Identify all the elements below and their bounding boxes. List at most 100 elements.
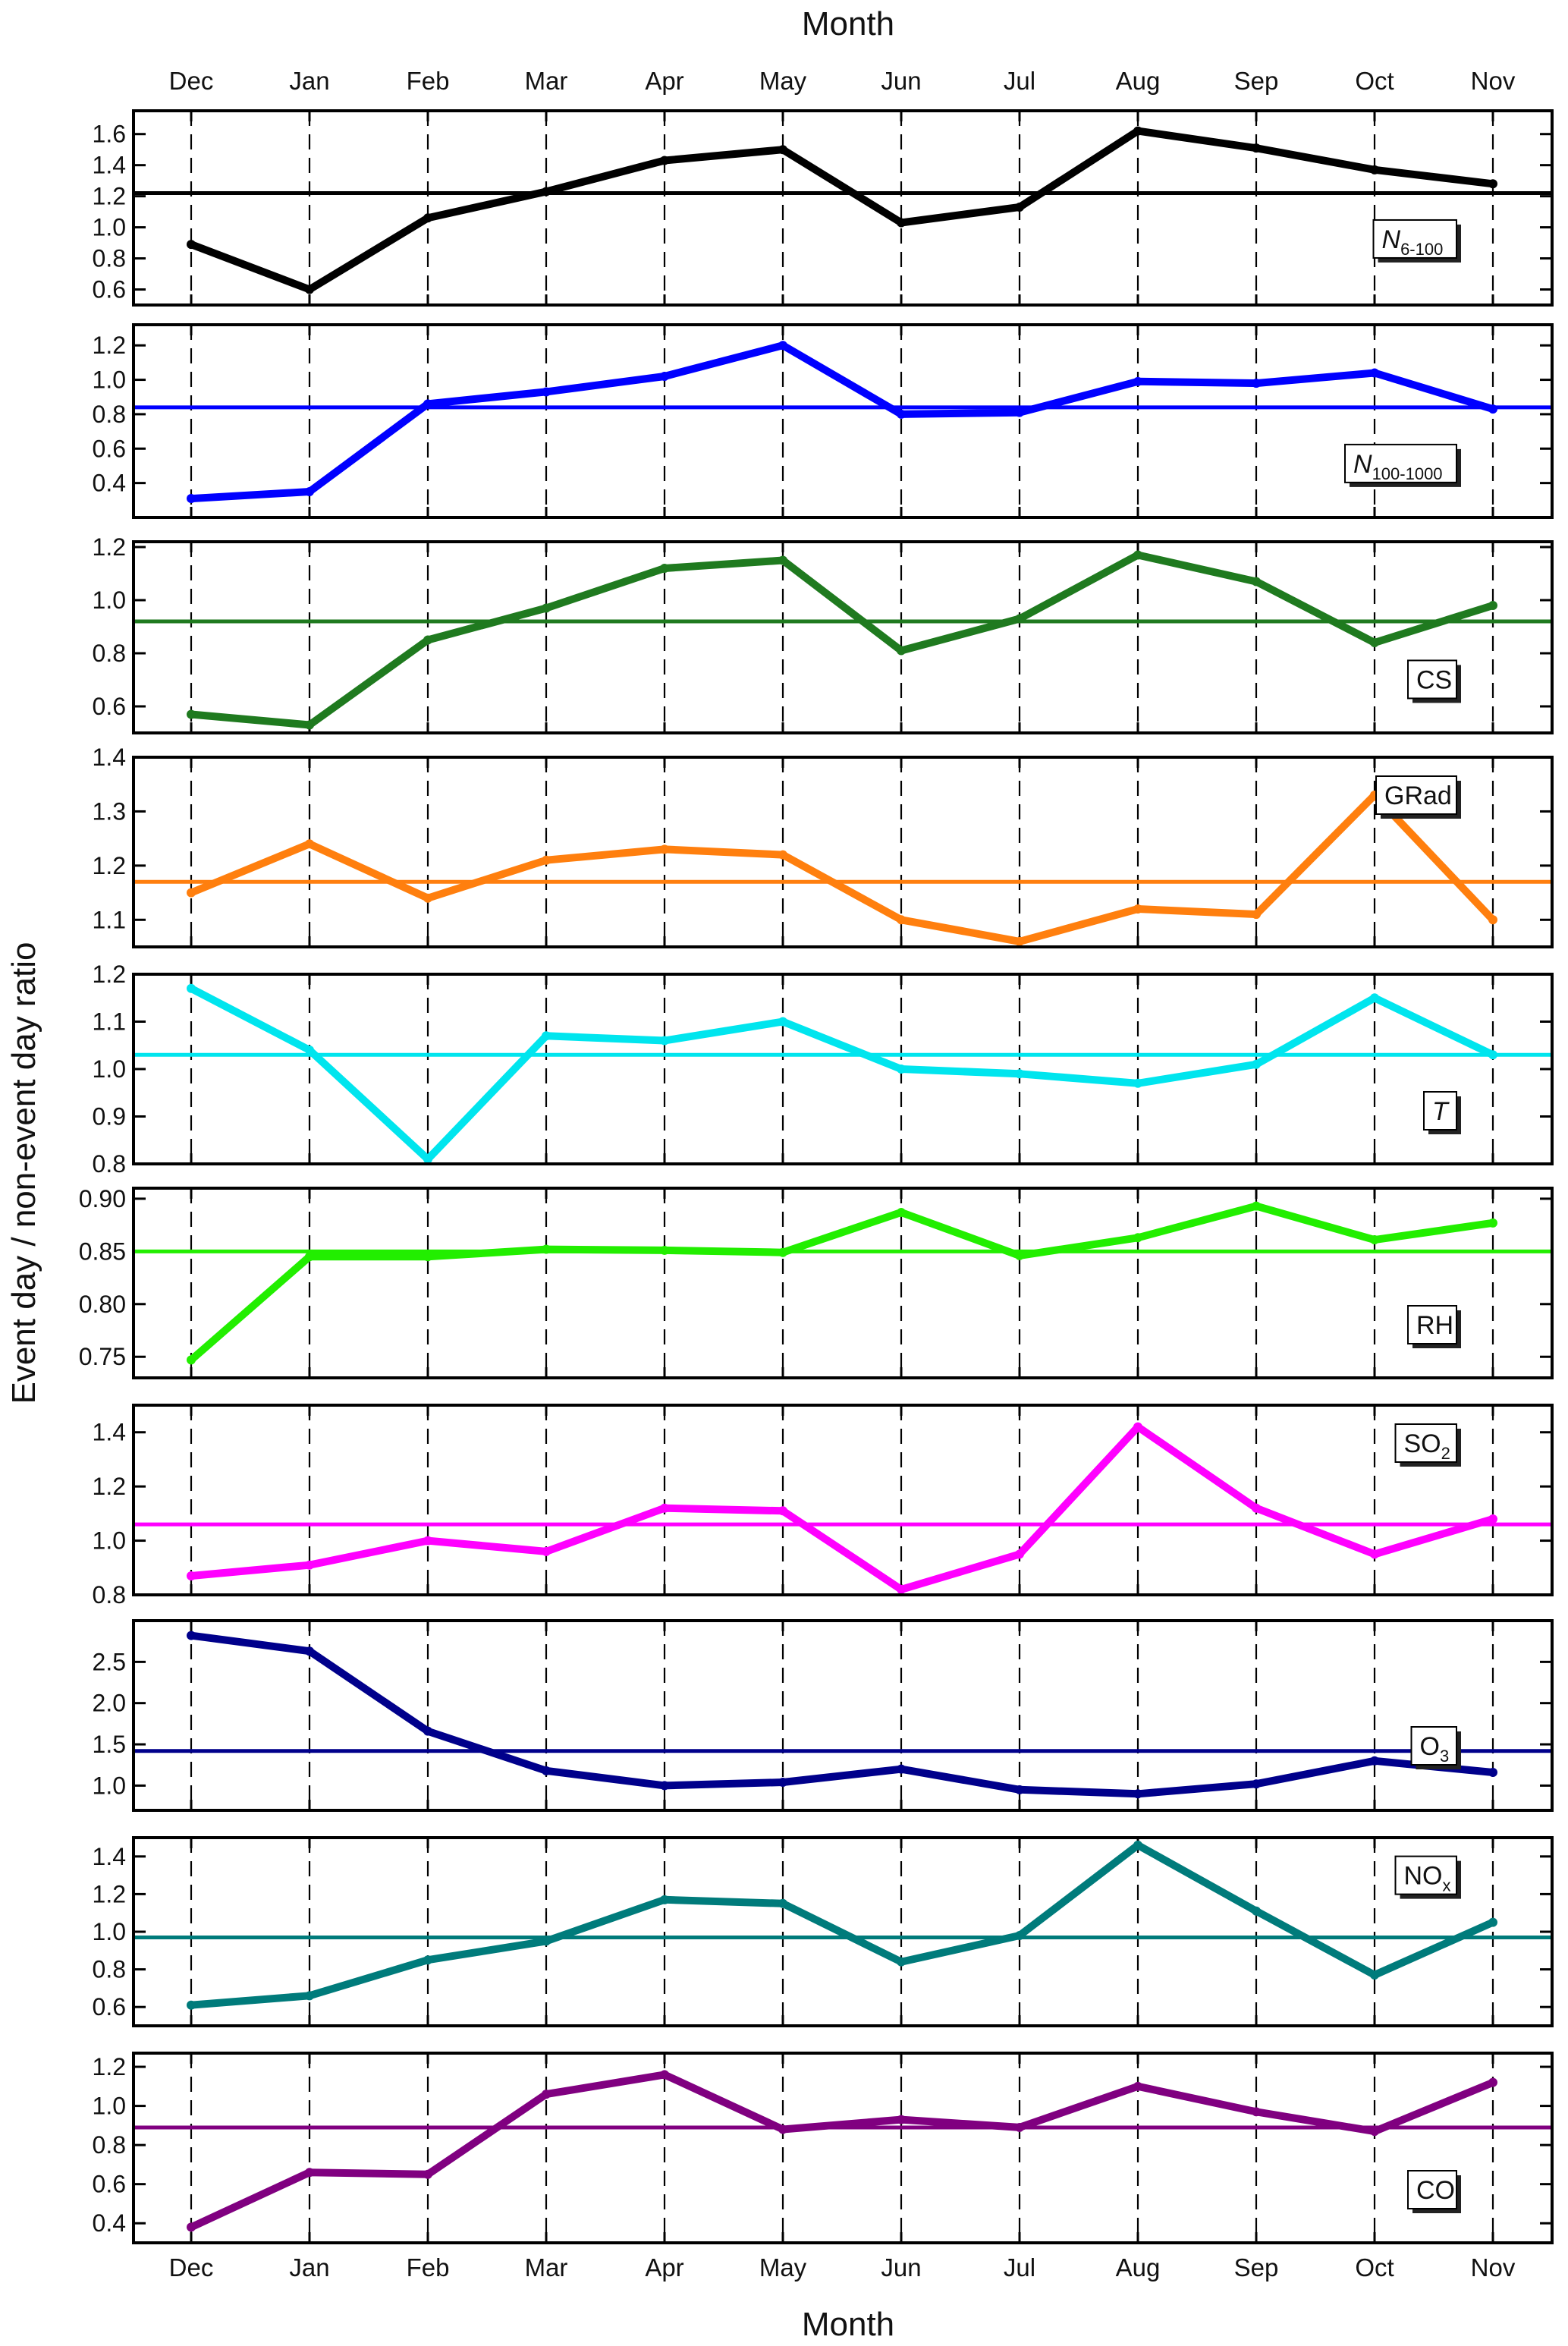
legend-label: CS [1416, 665, 1452, 694]
y-tick-label: 0.8 [93, 2131, 126, 2159]
data-point [1370, 1756, 1379, 1766]
data-point [305, 1560, 314, 1570]
data-point [187, 983, 196, 993]
panels: 0.60.81.01.21.41.6N6-1000.40.60.81.01.2N… [79, 109, 1554, 2244]
data-point [1488, 404, 1497, 414]
data-point [542, 1244, 551, 1254]
series-line [187, 341, 1497, 503]
data-point [1370, 2127, 1379, 2137]
y-tick-label: 1.2 [93, 2053, 126, 2080]
legend-label: T [1432, 1097, 1450, 1126]
data-point [305, 1991, 314, 2001]
series-line [187, 1631, 1497, 1798]
data-point [1015, 2122, 1024, 2132]
legend-box [1407, 659, 1457, 700]
panel-frame [132, 973, 1554, 1165]
legend-box [1375, 775, 1457, 815]
data-point [542, 1936, 551, 1946]
data-point [1133, 550, 1142, 560]
panel-frame [132, 1619, 1554, 1812]
data-point [423, 1252, 432, 1262]
data-point [423, 213, 432, 223]
data-point [423, 1955, 432, 1965]
y-tick-label: 0.75 [79, 1343, 126, 1370]
data-point [187, 1355, 196, 1365]
y-tick-label: 0.8 [93, 245, 126, 272]
y-tick-label: 0.6 [93, 276, 126, 303]
data-point [778, 1778, 787, 1788]
legend: CO [1407, 2170, 1461, 2213]
data-point [1252, 379, 1261, 388]
data-point [778, 2124, 787, 2134]
legend: N6-100 [1372, 219, 1461, 263]
y-tick-label: 0.8 [93, 640, 126, 667]
data-point [897, 2115, 906, 2124]
bottom-month-label: Dec [169, 2253, 214, 2282]
panel-cs: 0.6 0.8 1.0 1.2 CS [93, 533, 1554, 734]
panel-o3: 1.0 1.5 2.0 2.5 O3 [93, 1619, 1554, 1812]
legend: NOx [1394, 1855, 1461, 1899]
data-point [778, 1017, 787, 1027]
data-point [423, 2169, 432, 2179]
legend-label: O3 [1420, 1732, 1450, 1766]
legend: SO2 [1394, 1423, 1461, 1467]
top-month-label: Sep [1234, 67, 1279, 95]
legend-box [1423, 1091, 1457, 1131]
legend: O3 [1410, 1726, 1461, 1769]
data-point [1370, 638, 1379, 647]
legend-box [1344, 443, 1457, 483]
y-tick-label: 1.2 [93, 852, 126, 879]
y-tick-label: 1.0 [93, 214, 126, 241]
top-month-label: Nov [1471, 67, 1516, 95]
data-point [187, 2000, 196, 2010]
legend-box [1407, 1305, 1457, 1344]
data-point [1133, 1422, 1142, 1432]
y-tick-label: 1.3 [93, 797, 126, 825]
data-point [1015, 1930, 1024, 1940]
panel-frame [132, 1836, 1554, 2027]
bottom-month-label: Aug [1116, 2253, 1161, 2282]
data-point [778, 1898, 787, 1908]
data-point [660, 1895, 669, 1904]
bottom-month-label: Jun [881, 2253, 921, 2282]
bottom-month-label: Sep [1234, 2253, 1279, 2282]
data-point [1133, 2081, 1142, 2091]
data-point [1252, 1503, 1261, 1513]
series-line [187, 791, 1497, 945]
y-tick-label: 0.6 [93, 693, 126, 720]
legend-label-subscript: 100-1000 [1372, 464, 1443, 483]
bottom-month-label: Feb [407, 2253, 450, 2282]
data-point [542, 387, 551, 397]
legend: GRad [1375, 775, 1461, 819]
data-point [660, 1245, 669, 1255]
data-point [778, 341, 787, 351]
data-point [187, 709, 196, 719]
data-point [1133, 1789, 1142, 1799]
data-point [1252, 577, 1261, 586]
data-point [1252, 1201, 1261, 1211]
top-month-label: Jul [1004, 67, 1035, 95]
y-tick-label: 2.0 [93, 1690, 126, 1717]
data-point [187, 494, 196, 504]
y-tick-label: 1.0 [93, 1918, 126, 1945]
y-tick-label: 1.4 [93, 152, 126, 179]
y-tick-label: 1.0 [93, 2093, 126, 2120]
y-tick-label: 0.9 [93, 1103, 126, 1131]
y-tick-label: 0.6 [93, 2171, 126, 2198]
bottom-month-label: Nov [1471, 2253, 1516, 2282]
series-line [187, 1202, 1497, 1364]
bottom-month-label: May [759, 2253, 807, 2282]
top-month-label: Apr [645, 67, 683, 95]
data-point [1370, 1549, 1379, 1559]
top-month-label: Dec [169, 67, 214, 95]
panel-frame [132, 109, 1554, 307]
bottom-month-label: Oct [1355, 2253, 1394, 2282]
data-point [542, 1546, 551, 1556]
y-tick-label: 1.0 [93, 366, 126, 394]
data-point [778, 1247, 787, 1257]
data-point [1370, 165, 1379, 175]
bottom-month-tick-labels: Dec Jan Feb Mar Apr May Jun Jul Aug Sep Oct Nov [169, 2253, 1516, 2282]
data-point [660, 372, 669, 382]
top-month-label: Oct [1355, 67, 1394, 95]
